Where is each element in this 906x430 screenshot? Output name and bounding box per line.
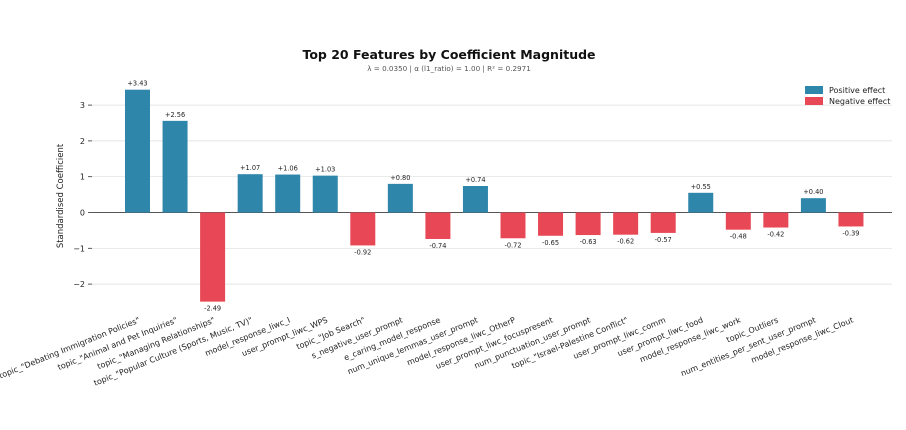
bar-value-label: +1.03 [315, 166, 335, 174]
legend-swatch [805, 97, 823, 105]
bar [650, 212, 676, 233]
bar-value-label: +1.06 [278, 165, 298, 173]
bar-value-label: -0.48 [730, 233, 747, 241]
bar-value-label: -0.63 [580, 238, 597, 246]
legend-swatch [805, 86, 823, 94]
bar [725, 212, 751, 230]
legend-label: Positive effect [829, 86, 885, 95]
bar [125, 89, 150, 213]
bar [575, 212, 601, 236]
x-axis: topic_"Debating Immigration Policies"top… [0, 315, 855, 387]
y-tick-label: 3 [80, 101, 85, 110]
bar [312, 175, 338, 213]
bar [800, 198, 826, 213]
bar-value-label: -2.49 [204, 305, 221, 313]
bar-value-label: +0.74 [465, 176, 485, 184]
bar [613, 212, 639, 235]
y-tick-label: −1 [73, 244, 85, 253]
bar-value-label: +2.56 [165, 111, 185, 119]
bar [763, 212, 789, 228]
bar [425, 212, 451, 239]
bar-value-label: -0.74 [429, 242, 446, 250]
bar [688, 192, 714, 213]
chart-subtitle: λ = 0.0350 | α (l1_ratio) = 1.00 | R² = … [367, 64, 531, 73]
bars-layer [125, 89, 864, 302]
bar [462, 186, 488, 213]
bar [275, 174, 301, 213]
y-axis-label: Standardised Coefficient [56, 143, 66, 248]
bar-value-label: +0.40 [803, 188, 823, 196]
bar [387, 183, 413, 213]
chart-title: Top 20 Features by Coefficient Magnitude [302, 47, 595, 62]
bar-value-label: -0.57 [655, 236, 672, 244]
bar [538, 212, 564, 236]
y-tick-label: 0 [80, 209, 85, 218]
bar-value-label: +0.55 [691, 183, 711, 191]
data-labels-layer: +3.43 +2.56 -2.49 +1.07 +1.06 +1.03 -0.92 +0.80… [127, 80, 859, 313]
bar-value-label: -0.39 [842, 229, 859, 237]
y-axis: −2 −1 0 1 2 3 [73, 101, 92, 289]
bar-value-label: -0.92 [354, 248, 371, 256]
bar-value-label: -0.62 [617, 238, 634, 246]
y-tick-label: −2 [73, 280, 85, 289]
bar-value-label: -0.72 [504, 241, 521, 249]
bar-value-label: +1.07 [240, 164, 260, 172]
bar-value-label: -0.42 [767, 231, 784, 239]
grid-layer [92, 104, 892, 285]
bar-value-label: +0.80 [390, 174, 410, 182]
bar-value-label: -0.65 [542, 239, 559, 247]
bar-value-label: +3.43 [127, 80, 147, 88]
bar [500, 212, 526, 239]
legend-label: Negative effect [829, 97, 890, 106]
bar [162, 120, 188, 213]
bar [838, 212, 864, 227]
bar [200, 212, 226, 302]
y-tick-label: 2 [80, 137, 85, 146]
bar [237, 174, 263, 213]
y-tick-label: 1 [80, 173, 85, 182]
legend: Positive effect Negative effect [805, 86, 890, 106]
bar [350, 212, 376, 246]
